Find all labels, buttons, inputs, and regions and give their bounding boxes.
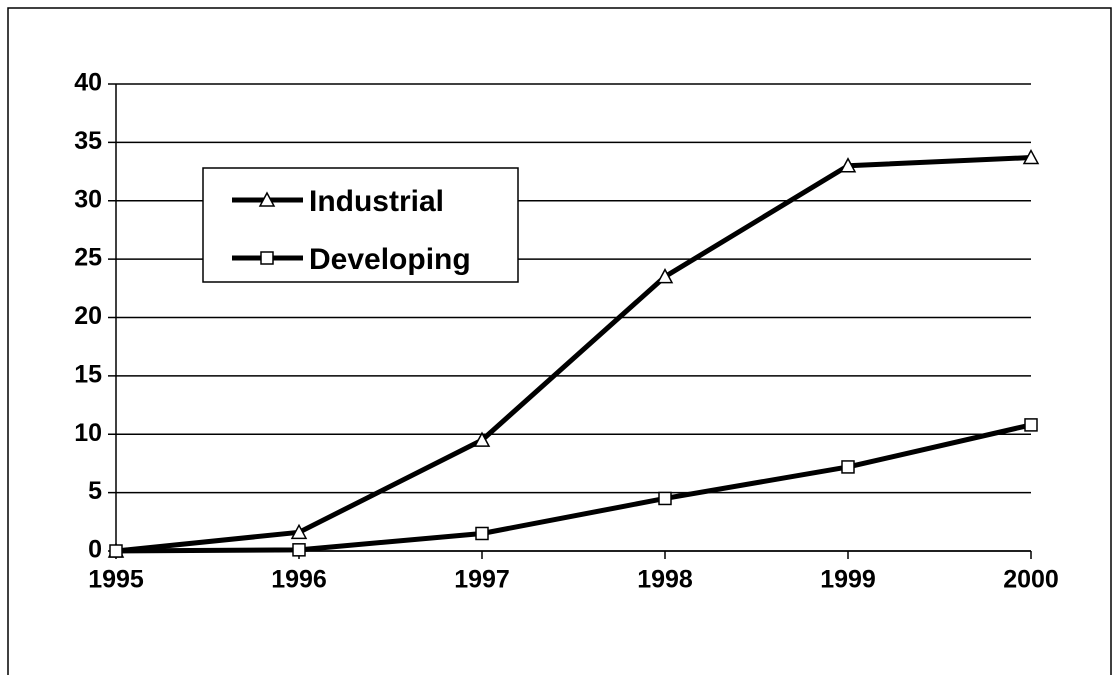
marker xyxy=(292,543,306,557)
chart-border xyxy=(7,7,1112,675)
legend-label: Developing xyxy=(309,243,471,276)
legend-marker xyxy=(260,251,274,265)
y-tick-label: 35 xyxy=(74,127,102,155)
series-line xyxy=(115,155,1032,554)
y-tick-label: 0 xyxy=(88,536,102,564)
y-tick-label: 25 xyxy=(74,244,102,272)
x-tick-label: 1999 xyxy=(820,566,876,594)
x-tick-label: 1997 xyxy=(454,566,510,594)
marker xyxy=(841,460,855,474)
legend-marker xyxy=(258,191,276,207)
marker xyxy=(290,523,308,540)
marker xyxy=(475,526,489,541)
x-tick-label: 2000 xyxy=(1003,566,1059,594)
y-tick-label: 20 xyxy=(74,302,102,330)
series-line xyxy=(115,422,1032,554)
x-tick-label: 1995 xyxy=(88,566,144,594)
marker xyxy=(658,491,672,506)
x-tick-label: 1998 xyxy=(637,566,693,594)
marker xyxy=(109,544,123,558)
y-tick-label: 40 xyxy=(74,69,102,97)
legend-label: Industrial xyxy=(309,185,444,218)
marker xyxy=(1024,418,1038,432)
y-tick-label: 10 xyxy=(74,419,102,447)
y-tick-label: 5 xyxy=(88,477,102,505)
marker xyxy=(1022,148,1040,165)
y-tick-label: 30 xyxy=(74,185,102,213)
x-tick-label: 1996 xyxy=(271,566,327,594)
marker xyxy=(656,268,674,284)
legend: Industrial Developing xyxy=(202,167,519,283)
marker xyxy=(473,431,491,447)
marker xyxy=(839,157,857,173)
legend-box xyxy=(202,167,519,283)
y-tick-label: 15 xyxy=(74,360,102,388)
